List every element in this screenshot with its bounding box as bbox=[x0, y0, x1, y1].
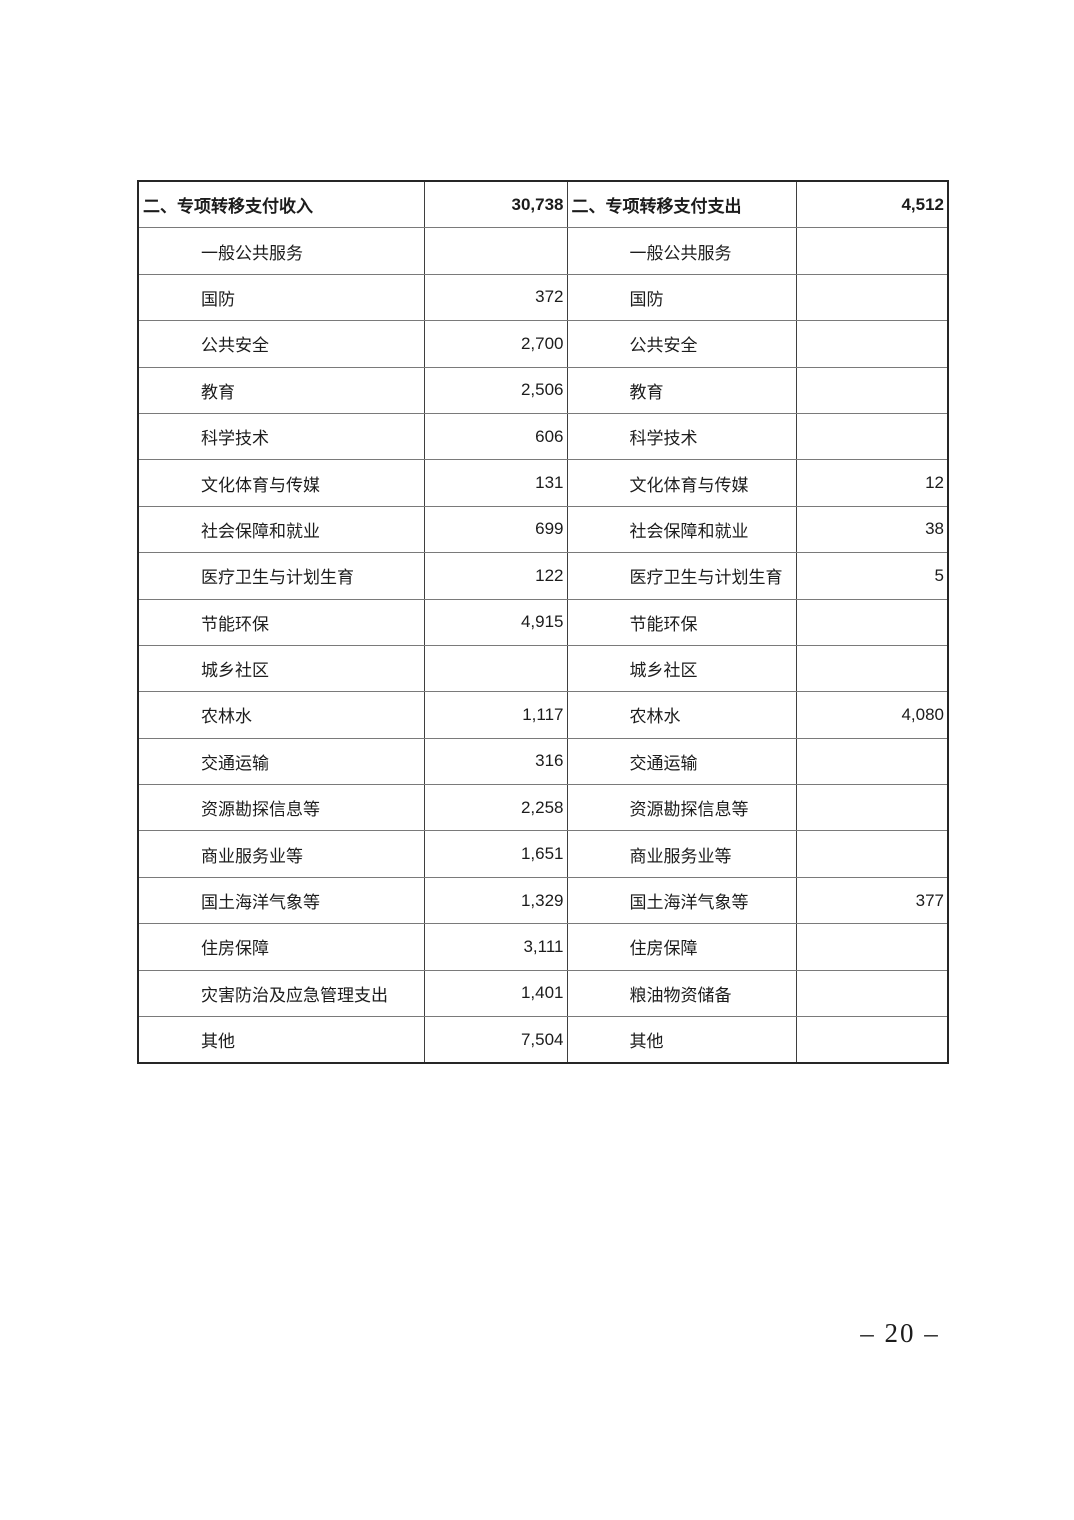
table-row: 一般公共服务 一般公共服务 bbox=[137, 227, 949, 275]
table-row: 灾害防治及应急管理支出 1,401 粮油物资储备 bbox=[137, 969, 949, 1018]
row-income-category-label: 节能环保 bbox=[137, 598, 425, 646]
row-income-value: 699 bbox=[423, 505, 568, 554]
row-expenditure-category-label: 商业服务业等 bbox=[566, 830, 797, 878]
header-income-label: 二、专项转移支付收入 bbox=[137, 181, 425, 229]
row-income-value bbox=[423, 227, 568, 275]
transfer-payment-table: 二、专项转移支付收入 30,738 二、专项转移支付支出 4,512 一般公共服… bbox=[137, 180, 949, 1065]
row-income-value: 372 bbox=[423, 273, 568, 322]
row-income-category-label: 教育 bbox=[137, 366, 425, 414]
row-income-category-label: 城乡社区 bbox=[137, 644, 425, 693]
row-income-category-label: 国土海洋气象等 bbox=[137, 876, 425, 925]
row-expenditure-category-label: 节能环保 bbox=[566, 598, 797, 646]
row-expenditure-category-label: 粮油物资储备 bbox=[566, 969, 797, 1018]
row-income-value: 1,117 bbox=[423, 691, 568, 739]
row-expenditure-value: 38 bbox=[795, 505, 949, 554]
row-expenditure-value bbox=[795, 366, 949, 414]
row-income-value: 7,504 bbox=[423, 1016, 568, 1064]
row-expenditure-value bbox=[795, 227, 949, 275]
row-expenditure-category-label: 教育 bbox=[566, 366, 797, 414]
table-header-row: 二、专项转移支付收入 30,738 二、专项转移支付支出 4,512 bbox=[137, 181, 949, 229]
row-expenditure-category-label: 农林水 bbox=[566, 691, 797, 739]
table-row: 文化体育与传媒 131 文化体育与传媒 12 bbox=[137, 459, 949, 507]
table-row: 节能环保 4,915 节能环保 bbox=[137, 598, 949, 646]
row-expenditure-category-label: 交通运输 bbox=[566, 737, 797, 786]
row-expenditure-value bbox=[795, 923, 949, 971]
row-expenditure-value bbox=[795, 969, 949, 1018]
row-expenditure-value bbox=[795, 412, 949, 461]
header-income-total: 30,738 bbox=[423, 181, 568, 229]
table-row: 其他 7,504 其他 bbox=[137, 1016, 949, 1064]
row-expenditure-value bbox=[795, 644, 949, 693]
row-income-value: 606 bbox=[423, 412, 568, 461]
row-income-category-label: 社会保障和就业 bbox=[137, 505, 425, 554]
row-expenditure-value bbox=[795, 273, 949, 322]
row-income-category-label: 资源勘探信息等 bbox=[137, 784, 425, 832]
row-income-category-label: 灾害防治及应急管理支出 bbox=[137, 969, 425, 1018]
page-number: – 20 – bbox=[860, 1318, 940, 1348]
table-body: 一般公共服务 一般公共服务 国防 372 国防 公共安全 2,700 公共安全 教育 2,506 教… bbox=[137, 227, 949, 1064]
row-expenditure-category-label: 社会保障和就业 bbox=[566, 505, 797, 554]
row-expenditure-category-label: 一般公共服务 bbox=[566, 227, 797, 275]
row-income-value: 2,506 bbox=[423, 366, 568, 414]
table-row: 农林水 1,117 农林水 4,080 bbox=[137, 691, 949, 739]
row-income-category-label: 住房保障 bbox=[137, 923, 425, 971]
row-income-category-label: 其他 bbox=[137, 1016, 425, 1064]
table-row: 住房保障 3,111 住房保障 bbox=[137, 923, 949, 971]
table-row: 商业服务业等 1,651 商业服务业等 bbox=[137, 830, 949, 878]
row-income-category-label: 文化体育与传媒 bbox=[137, 459, 425, 507]
row-expenditure-value bbox=[795, 320, 949, 368]
row-income-category-label: 公共安全 bbox=[137, 320, 425, 368]
row-expenditure-category-label: 科学技术 bbox=[566, 412, 797, 461]
row-expenditure-value: 4,080 bbox=[795, 691, 949, 739]
row-income-value: 1,329 bbox=[423, 876, 568, 925]
row-income-value: 131 bbox=[423, 459, 568, 507]
row-expenditure-category-label: 城乡社区 bbox=[566, 644, 797, 693]
row-expenditure-value: 377 bbox=[795, 876, 949, 925]
table-row: 国防 372 国防 bbox=[137, 273, 949, 322]
row-income-value bbox=[423, 644, 568, 693]
row-income-category-label: 商业服务业等 bbox=[137, 830, 425, 878]
row-expenditure-category-label: 医疗卫生与计划生育 bbox=[566, 552, 797, 600]
row-expenditure-category-label: 其他 bbox=[566, 1016, 797, 1064]
row-income-category-label: 交通运输 bbox=[137, 737, 425, 786]
row-income-value: 316 bbox=[423, 737, 568, 786]
row-income-value: 1,401 bbox=[423, 969, 568, 1018]
header-expenditure-label: 二、专项转移支付支出 bbox=[566, 181, 797, 229]
row-income-value: 2,258 bbox=[423, 784, 568, 832]
table-row: 城乡社区 城乡社区 bbox=[137, 644, 949, 693]
table-row: 国土海洋气象等 1,329 国土海洋气象等 377 bbox=[137, 876, 949, 925]
row-expenditure-category-label: 资源勘探信息等 bbox=[566, 784, 797, 832]
table-row: 公共安全 2,700 公共安全 bbox=[137, 320, 949, 368]
table-row: 医疗卫生与计划生育 122 医疗卫生与计划生育 5 bbox=[137, 552, 949, 600]
row-expenditure-value bbox=[795, 598, 949, 646]
row-expenditure-category-label: 住房保障 bbox=[566, 923, 797, 971]
row-expenditure-value bbox=[795, 737, 949, 786]
row-income-value: 122 bbox=[423, 552, 568, 600]
row-expenditure-category-label: 文化体育与传媒 bbox=[566, 459, 797, 507]
row-expenditure-value bbox=[795, 784, 949, 832]
row-expenditure-value: 12 bbox=[795, 459, 949, 507]
row-income-category-label: 医疗卫生与计划生育 bbox=[137, 552, 425, 600]
table-row: 社会保障和就业 699 社会保障和就业 38 bbox=[137, 505, 949, 554]
row-income-value: 2,700 bbox=[423, 320, 568, 368]
table-row: 科学技术 606 科学技术 bbox=[137, 412, 949, 461]
table-row: 交通运输 316 交通运输 bbox=[137, 737, 949, 786]
row-income-category-label: 国防 bbox=[137, 273, 425, 322]
row-expenditure-category-label: 国防 bbox=[566, 273, 797, 322]
row-income-value: 3,111 bbox=[423, 923, 568, 971]
row-expenditure-value: 5 bbox=[795, 552, 949, 600]
row-expenditure-value bbox=[795, 830, 949, 878]
row-expenditure-category-label: 公共安全 bbox=[566, 320, 797, 368]
row-income-category-label: 一般公共服务 bbox=[137, 227, 425, 275]
header-expenditure-total: 4,512 bbox=[795, 181, 949, 229]
table-row: 教育 2,506 教育 bbox=[137, 366, 949, 414]
row-income-category-label: 科学技术 bbox=[137, 412, 425, 461]
row-income-category-label: 农林水 bbox=[137, 691, 425, 739]
row-income-value: 4,915 bbox=[423, 598, 568, 646]
row-income-value: 1,651 bbox=[423, 830, 568, 878]
table-row: 资源勘探信息等 2,258 资源勘探信息等 bbox=[137, 784, 949, 832]
row-expenditure-category-label: 国土海洋气象等 bbox=[566, 876, 797, 925]
row-expenditure-value bbox=[795, 1016, 949, 1064]
